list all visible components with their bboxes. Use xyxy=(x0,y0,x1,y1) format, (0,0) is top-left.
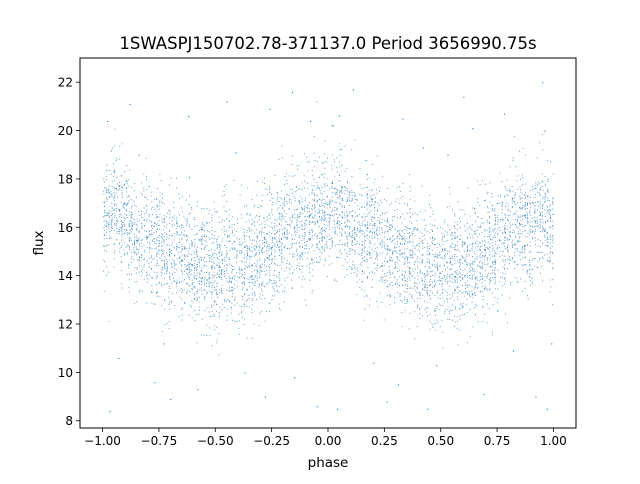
chart-title: 1SWASPJ150702.78-371137.0 Period 3656990… xyxy=(119,34,536,53)
x-tick-label: −0.50 xyxy=(197,434,234,448)
x-tick-label: 0.25 xyxy=(371,434,398,448)
x-tick-label: −0.75 xyxy=(141,434,178,448)
data-point xyxy=(544,130,546,132)
data-point xyxy=(436,365,438,367)
x-tick-label: 0.00 xyxy=(315,434,342,448)
plot-frame xyxy=(79,57,577,429)
y-tick-label: 20 xyxy=(58,124,73,138)
data-point xyxy=(337,408,339,410)
data-point xyxy=(397,384,399,386)
x-tick-label: −1.00 xyxy=(84,434,121,448)
data-points-layer xyxy=(103,82,554,413)
y-tick-label: 10 xyxy=(58,366,73,380)
data-point xyxy=(373,362,375,364)
data-point xyxy=(422,147,424,149)
x-tick-label: 1.00 xyxy=(540,434,567,448)
x-axis-label: phase xyxy=(308,455,349,471)
data-point xyxy=(244,372,246,374)
data-point xyxy=(264,396,266,398)
data-point xyxy=(427,408,429,410)
data-point xyxy=(138,154,140,156)
data-point xyxy=(546,408,548,410)
y-tick-label: 18 xyxy=(58,172,73,186)
data-point xyxy=(551,343,553,345)
data-point xyxy=(291,91,293,93)
data-point xyxy=(197,389,199,391)
data-point xyxy=(118,357,120,359)
data-point xyxy=(332,125,334,127)
data-point xyxy=(463,96,465,98)
y-axis-label: flux xyxy=(31,230,47,255)
x-tick-label: −0.25 xyxy=(253,434,290,448)
y-tick-label: 14 xyxy=(58,269,73,283)
y-tick-label: 8 xyxy=(65,414,73,428)
data-point xyxy=(107,120,109,122)
data-point xyxy=(352,89,354,91)
data-point xyxy=(294,377,296,379)
data-point xyxy=(447,154,449,156)
data-point xyxy=(316,406,318,408)
data-point xyxy=(472,128,474,130)
data-point xyxy=(269,108,271,110)
data-point xyxy=(483,394,485,396)
y-tick-label: 22 xyxy=(58,76,73,90)
x-tick-label: 0.50 xyxy=(427,434,454,448)
data-point xyxy=(170,399,172,401)
axes-layer: −1.00 −0.75 −0.50 −0.25 0.00 0.25 0.50 0.75 1.00… xyxy=(58,76,567,448)
data-point xyxy=(129,103,131,105)
data-point xyxy=(188,116,190,118)
data-point xyxy=(109,411,111,413)
data-point xyxy=(542,82,544,84)
data-point xyxy=(310,120,312,122)
data-point xyxy=(512,350,514,352)
data-point xyxy=(154,382,156,384)
x-tick-label: 0.75 xyxy=(484,434,511,448)
data-point xyxy=(235,152,237,154)
data-point xyxy=(226,101,228,103)
data-point xyxy=(402,118,404,120)
y-tick-label: 12 xyxy=(58,318,73,332)
data-point xyxy=(535,396,537,398)
data-point xyxy=(163,343,165,345)
data-point xyxy=(386,401,388,403)
data-point xyxy=(503,113,505,115)
y-tick-label: 16 xyxy=(58,221,73,235)
